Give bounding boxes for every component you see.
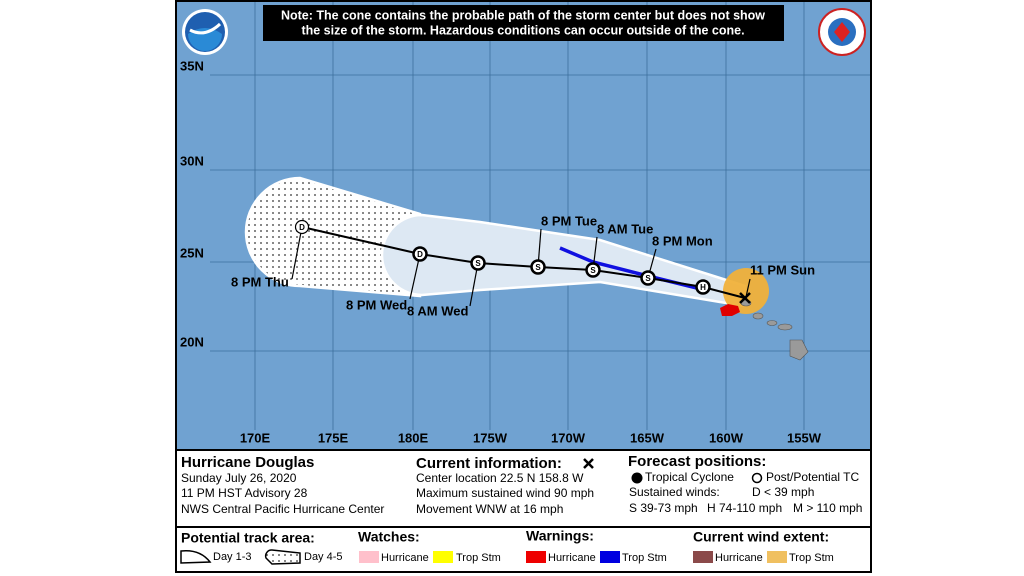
time-label: 8 AM Wed	[407, 303, 468, 318]
swatch	[767, 551, 787, 563]
swatch	[693, 551, 713, 563]
note-line: Note: The cone contains the probable pat…	[281, 8, 765, 22]
wind-title: Current wind extent:	[693, 529, 829, 545]
swatch	[526, 551, 546, 563]
range: M > 110 mph	[793, 501, 862, 515]
forecast-title: Forecast positions:	[628, 453, 766, 470]
current-line: Movement WNW at 16 mph	[416, 502, 563, 516]
forecast-labels: 11 PM Sun 8 PM Mon 8 AM Tue 8 PM Tue 8 A…	[231, 213, 815, 318]
track	[301, 226, 746, 299]
lon-label: 170W	[551, 430, 586, 445]
nws-logo	[818, 8, 866, 56]
time-label: 8 PM Tue	[541, 213, 597, 228]
lat-labels: 35N 30N 25N 20N	[180, 58, 204, 349]
cone-day4-5	[244, 176, 422, 298]
swatch	[600, 551, 620, 563]
time-label: 8 AM Tue	[597, 221, 653, 236]
wind-extent-ts	[723, 268, 769, 314]
swatch	[359, 551, 379, 563]
swatch-label: Trop Stm	[622, 552, 667, 564]
swatch-label: Hurricane	[381, 552, 429, 564]
marker-label: D	[417, 250, 423, 259]
range: S 39-73 mph	[629, 501, 698, 515]
x-icon	[583, 458, 594, 469]
warnings-title: Warnings:	[526, 528, 594, 544]
swatch-label: Trop Stm	[456, 552, 501, 564]
lon-label: 160W	[709, 430, 744, 445]
day45-label: Day 4-5	[304, 551, 343, 563]
sustained-title: Sustained winds:	[629, 485, 720, 499]
day13-label: Day 1-3	[213, 551, 252, 563]
lon-label: 170E	[240, 430, 271, 445]
map: H S S S S D D 11 PM Sun 8 PM Mon 8 AM Tu…	[177, 2, 870, 450]
islands	[740, 299, 809, 361]
time-label: 8 PM Wed	[346, 297, 407, 312]
track-title: Potential track area:	[181, 530, 315, 546]
swatch-label: Trop Stm	[789, 552, 834, 564]
swatch	[433, 551, 453, 563]
current-line: Maximum sustained wind 90 mph	[416, 486, 594, 500]
time-label: 8 PM Mon	[652, 233, 713, 248]
storm-name: Hurricane Douglas	[181, 454, 314, 471]
markers: H S S S S D D	[294, 219, 711, 295]
lon-label: 175W	[473, 430, 508, 445]
date: Sunday July 26, 2020	[181, 471, 297, 485]
center: NWS Central Pacific Hurricane Center	[181, 502, 384, 516]
day13-icon	[180, 549, 212, 564]
lon-label: 155W	[787, 430, 822, 445]
tc-icon	[631, 472, 643, 484]
time-label: 11 PM Sun	[750, 262, 815, 277]
range: D < 39 mph	[752, 485, 814, 499]
watches-title: Watches:	[358, 529, 420, 545]
marker-label: S	[475, 259, 481, 268]
current-position	[739, 292, 751, 304]
note-box	[263, 5, 784, 41]
lat-label: 35N	[180, 58, 204, 73]
current-line: Center location 22.5 N 158.8 W	[416, 471, 584, 485]
swatch-label: Hurricane	[715, 552, 763, 564]
marker-label: D	[299, 223, 305, 232]
hurricane-warning	[720, 304, 740, 316]
lon-label: 180E	[398, 430, 429, 445]
day45-icon	[264, 549, 301, 565]
marker-label: H	[700, 283, 706, 292]
marker-label: S	[590, 266, 596, 275]
time-label: 8 PM Thu	[231, 274, 289, 289]
lon-labels: 170E 175E 180E 175W 170W 165W 160W 155W	[240, 430, 822, 445]
ptc-icon	[751, 472, 763, 484]
lon-label: 165W	[630, 430, 665, 445]
noaa-logo	[182, 9, 228, 55]
swatch-label: Hurricane	[548, 552, 596, 564]
current-title: Current information:	[416, 455, 562, 472]
ptc-label: Post/Potential TC	[766, 470, 859, 484]
lat-label: 30N	[180, 153, 204, 168]
frame	[175, 0, 872, 573]
advisory: 11 PM HST Advisory 28	[181, 486, 308, 500]
note-line: the size of the storm. Hazardous conditi…	[301, 23, 744, 37]
lat-label: 20N	[180, 334, 204, 349]
tc-label: Tropical Cyclone	[645, 470, 734, 484]
marker-label: S	[535, 263, 541, 272]
lon-label: 175E	[318, 430, 349, 445]
legend: Hurricane Douglas Sunday July 26, 2020 1…	[180, 453, 862, 565]
marker-label: S	[645, 274, 651, 283]
range: H 74-110 mph	[707, 501, 782, 515]
lat-label: 25N	[180, 245, 204, 260]
cone-day1-3	[380, 213, 747, 308]
